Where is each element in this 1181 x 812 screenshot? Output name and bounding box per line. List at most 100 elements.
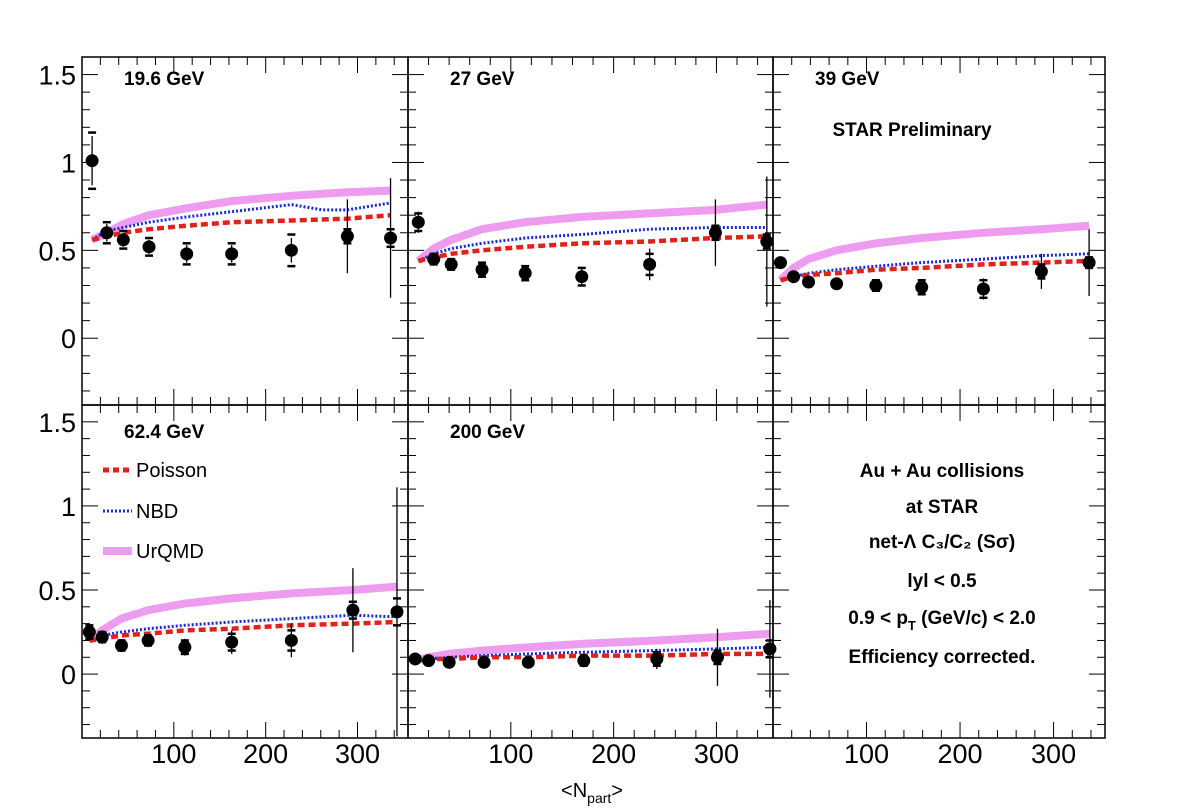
- urqmd-curve: [415, 200, 768, 265]
- data-point: [100, 226, 114, 240]
- x-tick-label: 300: [694, 739, 739, 769]
- panel-border: [81, 404, 409, 739]
- data-point: [384, 231, 398, 245]
- x-axis-title-end: >: [611, 780, 623, 802]
- data-point: [180, 247, 194, 261]
- data-point: [444, 257, 458, 271]
- data-point: [869, 278, 883, 292]
- panel-frame-r1c0: [81, 404, 409, 739]
- data-point: [225, 247, 239, 261]
- data-point: [830, 277, 844, 291]
- data-point: [178, 640, 192, 654]
- y-tick-label: 1: [61, 492, 76, 522]
- panel-27-gev: 27 GeV: [411, 69, 774, 307]
- legend-nbd-label: NBD: [136, 501, 178, 523]
- legend-poisson-label: Poisson: [136, 460, 207, 482]
- data-point: [773, 256, 787, 270]
- data-point: [650, 652, 664, 666]
- urqmd-curve: [86, 582, 398, 644]
- data-point: [82, 625, 96, 639]
- info-line-efficiency: Efficiency corrected.: [849, 647, 1036, 668]
- panel-frame-r1c1: [407, 404, 774, 739]
- data-point: [802, 275, 816, 289]
- y-tick-label: 1: [61, 148, 76, 178]
- x-tick-label: 100: [488, 739, 533, 769]
- panel-39-gev: 39 GeV: [773, 69, 1096, 300]
- star-preliminary-label: STAR Preliminary: [832, 120, 992, 141]
- x-axis-title-pre: <N: [561, 780, 587, 802]
- x-tick-label: 200: [938, 739, 983, 769]
- nbd-curve: [88, 613, 398, 642]
- data-point: [976, 282, 990, 296]
- data-point: [284, 243, 298, 257]
- poisson-curve: [417, 234, 767, 264]
- y-tick-labels: 0 0.5 1 1.5 0 0.5 1 1.5: [38, 61, 76, 691]
- panel-energy-label: 27 GeV: [450, 69, 515, 90]
- x-tick-label: 300: [1031, 739, 1076, 769]
- x-tick-label: 200: [243, 739, 288, 769]
- data-point: [411, 215, 425, 229]
- y-tick-label: 1.5: [38, 408, 76, 438]
- urqmd-curve: [414, 629, 771, 665]
- x-axis-title: <Npart>: [561, 780, 623, 806]
- info-line-observable: net-Λ C₃/C₂ (Sσ): [869, 532, 1015, 553]
- panel-19-6-gev: 19.6 GeV: [85, 69, 398, 298]
- panels-group: 19.6 GeV 27 GeV 39 GeV 62.4 GeV 200 GeV: [81, 56, 1106, 739]
- panel-energy-label: 19.6 GeV: [124, 69, 205, 90]
- panel-frame-r1c2: [772, 404, 1106, 739]
- data-point: [1082, 256, 1096, 270]
- nbd-curve: [415, 645, 770, 663]
- info-line-collisions: Au + Au collisions: [860, 461, 1025, 482]
- x-tick-labels: 100 200 300 100 200 300 100 200 300: [151, 739, 1076, 769]
- x-axis-title-sub: part: [587, 790, 611, 806]
- info-box: Au + Au collisions at STAR net-Λ C₃/C₂ (…: [848, 461, 1036, 668]
- data-point: [708, 226, 722, 240]
- urqmd-curve: [777, 221, 1090, 284]
- data-point: [422, 654, 436, 668]
- info-line-rapidity: lyl < 0.5: [907, 571, 977, 592]
- legend: Poisson NBD UrQMD: [103, 460, 207, 563]
- panel-energy-label: 39 GeV: [815, 69, 880, 90]
- data-point: [85, 154, 99, 168]
- data-point: [340, 229, 354, 243]
- data-point: [225, 635, 239, 649]
- data-point: [141, 633, 155, 647]
- panel-200-gev: 200 GeV: [408, 422, 777, 698]
- data-point: [710, 650, 724, 664]
- y-tick-label: 0.5: [38, 576, 76, 606]
- nbd-curve: [91, 201, 391, 242]
- data-point: [390, 605, 404, 619]
- data-point: [643, 257, 657, 271]
- nbd-curve: [780, 252, 1090, 282]
- poisson-curve: [89, 619, 398, 643]
- y-tick-label: 0: [61, 660, 76, 690]
- x-tick-label: 100: [844, 739, 889, 769]
- nbd-curve: [417, 226, 767, 263]
- panel-border: [772, 404, 1106, 739]
- y-tick-label: 0.5: [38, 236, 76, 266]
- data-point: [518, 266, 532, 280]
- panel-62-4-gev: 62.4 GeV: [82, 422, 404, 737]
- data-point: [577, 654, 591, 668]
- legend-urqmd-label: UrQMD: [136, 541, 204, 563]
- poisson-curve: [779, 258, 1090, 283]
- data-point: [116, 233, 130, 247]
- info-line-pt: 0.9 < pT (GeV/c) < 2.0: [848, 608, 1036, 633]
- data-point: [763, 642, 777, 656]
- data-point: [427, 252, 441, 266]
- data-point: [915, 280, 929, 294]
- data-point: [284, 633, 298, 647]
- data-point: [95, 630, 109, 644]
- data-point: [114, 639, 128, 652]
- panel-energy-label: 62.4 GeV: [124, 422, 205, 443]
- data-point: [787, 270, 801, 284]
- data-point: [477, 655, 491, 669]
- data-point: [408, 652, 422, 666]
- x-tick-label: 300: [335, 739, 380, 769]
- info-pt-post: (GeV/c) < 2.0: [916, 608, 1036, 629]
- info-pt-sub: T: [908, 618, 916, 633]
- panel-border: [407, 404, 774, 739]
- data-point: [760, 235, 774, 249]
- x-tick-label: 100: [151, 739, 196, 769]
